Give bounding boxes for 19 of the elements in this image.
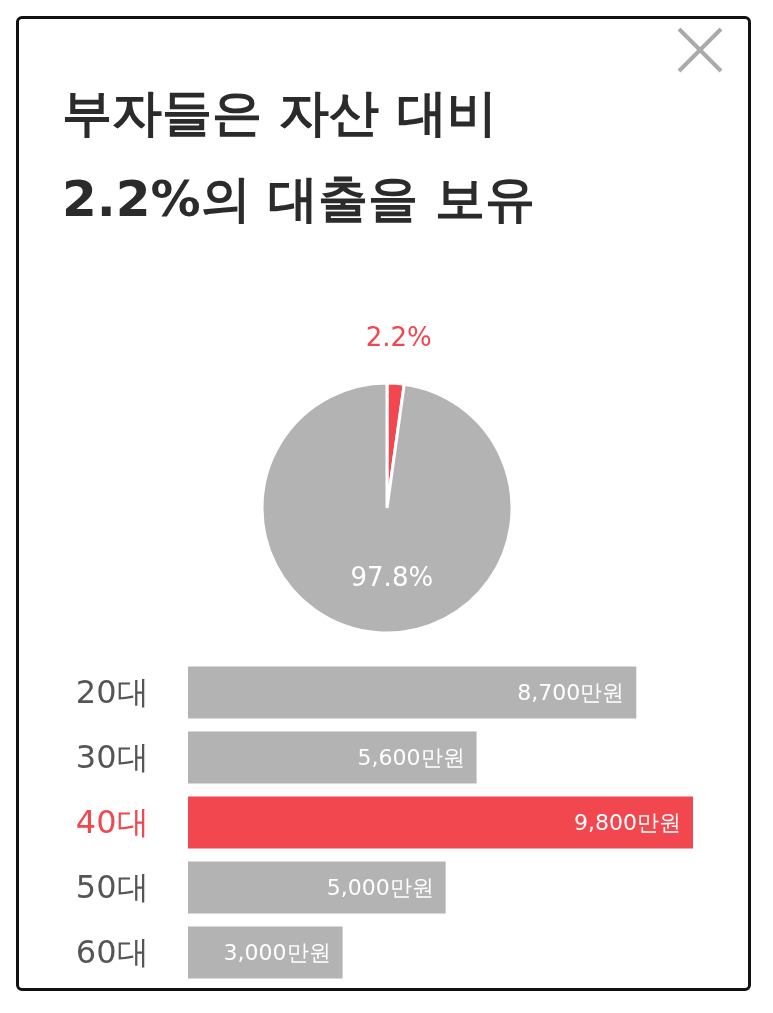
y-tick-label: 40대 xyxy=(75,802,149,841)
pie-slice xyxy=(260,381,513,635)
data-label: 8,700만원 xyxy=(517,679,625,705)
y-tick-label: 50대 xyxy=(75,867,149,906)
bar xyxy=(188,926,343,979)
data-label: 5,000만원 xyxy=(326,874,434,900)
data-label: 3,000만원 xyxy=(223,939,331,965)
bar xyxy=(188,861,446,914)
data-label: 2.2% xyxy=(365,322,432,353)
y-tick-label: 60대 xyxy=(75,932,149,971)
data-label: 97.8% xyxy=(350,561,433,592)
y-tick-label: 30대 xyxy=(75,737,149,776)
data-label: 5,600만원 xyxy=(357,744,465,770)
bar xyxy=(188,666,637,719)
y-tick-label: 20대 xyxy=(75,672,149,711)
chart-title: 부자들은 자산 대비 2.2%의 대출을 보유 xyxy=(62,83,537,230)
bar xyxy=(188,796,693,849)
bar xyxy=(188,731,477,784)
data-label: 9,800만원 xyxy=(574,809,681,835)
